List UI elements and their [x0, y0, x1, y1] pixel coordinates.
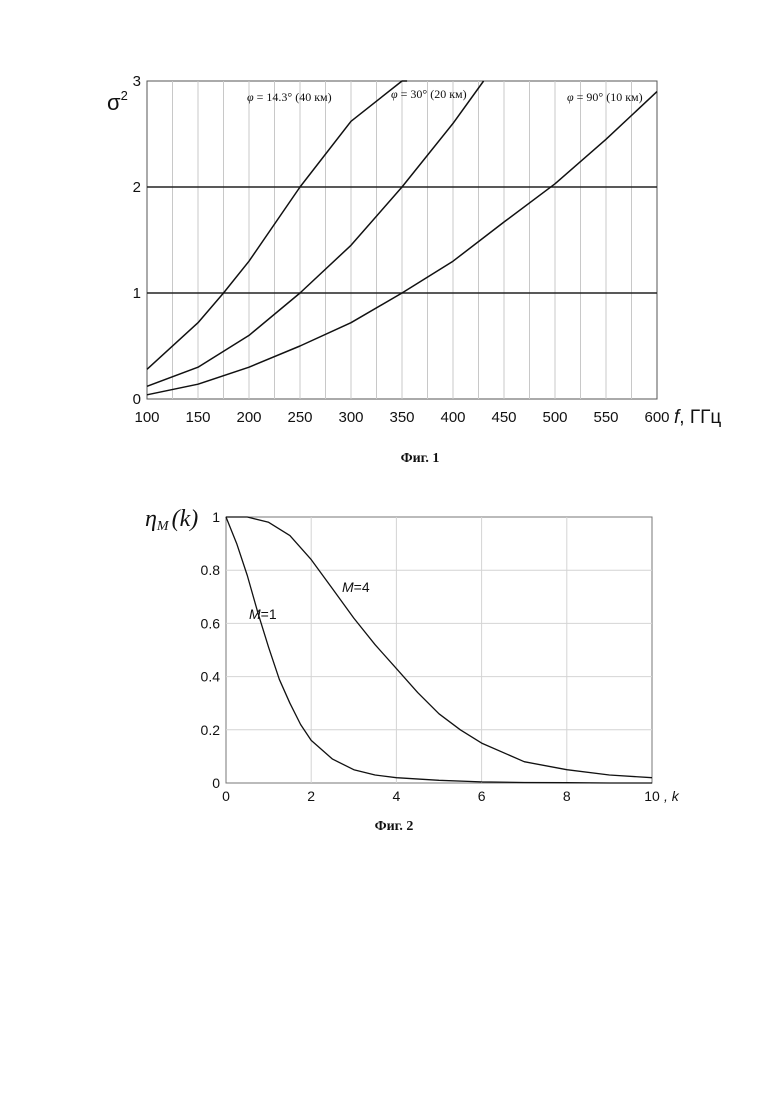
figure-1-chart: 100 150 200 250 300 350 400 450 500 550 600 0 1 2 3 φ…: [0, 60, 780, 440]
figure-1-x-tick-labels: 100 150 200 250 300 350 400 450 500 550 600: [134, 409, 669, 426]
figure-2-x-tick-label: 2: [307, 788, 315, 804]
figure-1-series-labels: φ = 14.3° (40 км) φ = 30° (20 км) φ = 90° …: [247, 87, 643, 104]
figure-2-x-tick-label: 10: [644, 788, 660, 804]
figure-2-x-tick-label: 6: [478, 788, 486, 804]
figure-1-y-axis-label: σ2: [107, 88, 128, 115]
figure-2-caption: Фиг. 2: [4, 819, 780, 835]
figure-2-x-tick-label: 0: [222, 788, 230, 804]
figure-1-series-label: φ = 90° (10 км): [567, 90, 643, 104]
figure-1-y-tick-label: 0: [133, 391, 141, 408]
figure-2-x-tick-labels: 0 2 4 6 8 10: [222, 788, 660, 804]
figure-2-series-line: [226, 517, 652, 783]
figure-1-x-tick-label: 400: [440, 409, 465, 426]
figure-2-x-axis-label: , k: [664, 788, 680, 804]
figure-1-y-tick-label: 1: [133, 285, 141, 302]
figure-2-plot-area: [226, 517, 652, 783]
figure-1-series-label: φ = 30° (20 км): [391, 87, 467, 101]
figure-2-x-tick-label: 4: [393, 788, 401, 804]
figure-2-y-tick-labels: 0 0.2 0.4 0.6 0.8 1: [201, 509, 221, 791]
figure-1-x-tick-label: 550: [593, 409, 618, 426]
figure-2-grid: [226, 517, 652, 783]
figure-2-y-tick-label: 0.8: [201, 562, 221, 578]
figure-2-y-tick-label: 0: [212, 775, 220, 791]
figure-1-series-line: [147, 81, 484, 386]
figure-1-x-tick-label: 150: [185, 409, 210, 426]
figure-1-x-tick-label: 450: [491, 409, 516, 426]
figure-2-y-tick-label: 0.6: [201, 615, 221, 631]
figure-2-y-tick-label: 1: [212, 509, 220, 525]
figure-1-series-label: φ = 14.3° (40 км): [247, 90, 332, 104]
figure-2-series: [226, 517, 652, 783]
figure-1-x-tick-label: 200: [236, 409, 261, 426]
figure-1-x-tick-label: 300: [338, 409, 363, 426]
figure-1-x-tick-label: 250: [287, 409, 312, 426]
figure-2-series-line: [226, 517, 652, 778]
figure-2-y-axis-label: ηM(k): [145, 506, 198, 534]
figure-1-x-tick-label: 500: [542, 409, 567, 426]
figure-1-x-axis-label: f, ГГц: [674, 407, 721, 428]
figure-1-x-tick-label: 100: [134, 409, 159, 426]
figure-2-series-label: M=4: [342, 579, 370, 595]
figure-2-chart: 0 2 4 6 8 10 0 0.2 0.4 0.6 0.8 1 M=1 M=4 ηM(k) , k: [0, 490, 780, 820]
figure-2-y-tick-label: 0.2: [201, 722, 221, 738]
figure-2-y-tick-label: 0.4: [201, 669, 221, 685]
figure-1-y-tick-labels: 0 1 2 3: [133, 73, 141, 408]
figure-1-caption: Фиг. 1: [30, 451, 780, 467]
figure-1-y-tick-label: 2: [133, 179, 141, 196]
figure-1-y-tick-label: 3: [133, 73, 141, 90]
figure-1-x-tick-label: 350: [389, 409, 414, 426]
figure-1-grid: [173, 81, 632, 399]
figure-1-x-tick-label: 600: [644, 409, 669, 426]
figure-2-series-label: M=1: [249, 606, 277, 622]
figure-2-x-tick-label: 8: [563, 788, 571, 804]
